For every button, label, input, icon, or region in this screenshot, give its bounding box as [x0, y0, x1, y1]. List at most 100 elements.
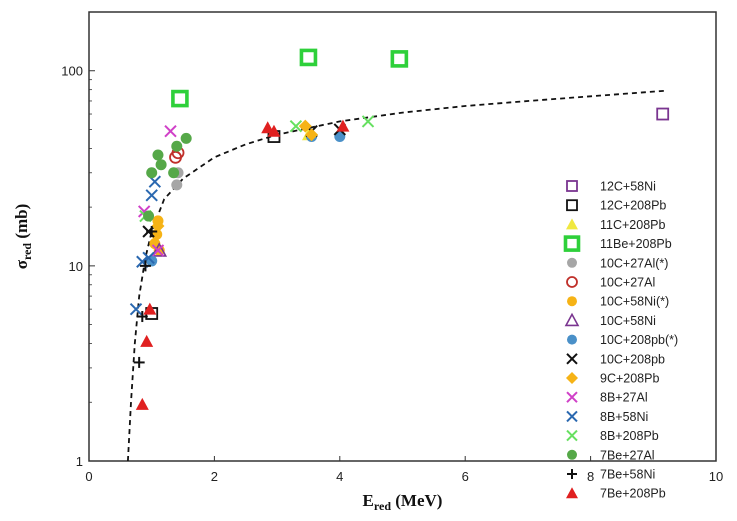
- legend-marker-10c-27al-shape: [567, 257, 577, 268]
- data-point-8b-208pb-stroke-b: [289, 119, 303, 133]
- data-point-8b-27al: [164, 124, 177, 138]
- legend-label-10c-58ni: 10C+58Ni(*): [600, 295, 669, 309]
- legend-marker-12c-58ni-shape: [566, 180, 578, 192]
- data-point-7be-27al-shape: [143, 210, 155, 222]
- data-point-8b-58ni-stroke-b: [129, 302, 143, 316]
- data-point-10c-27al: [171, 179, 183, 191]
- data-point-8b-58ni: [145, 189, 158, 202]
- legend-marker-10c-27al-shape: [566, 276, 578, 288]
- y-tick-label: 10: [69, 259, 83, 274]
- y-axis-title: σred (mb): [12, 204, 34, 270]
- legend-label-10c-27al: 10C+27Al(*): [600, 256, 668, 270]
- legend-label-12c-58ni: 12C+58Ni: [600, 180, 656, 194]
- data-point-7be-58ni: [136, 311, 148, 323]
- legend-marker-10c-58ni-shape: [567, 296, 577, 307]
- legend-label-11c-208pb: 11C+208Pb: [600, 218, 665, 232]
- axis-ticks: 0 2 4 6 8 10 1 10 100: [61, 11, 723, 484]
- x-tick-label: 4: [336, 469, 343, 484]
- legend-marker-8b-58ni: [566, 410, 578, 423]
- data-point-9c-208pb: [298, 119, 312, 133]
- data-point-7be-208pb-shape: [140, 334, 154, 347]
- legend-marker-8b-208pb: [566, 429, 578, 442]
- legend-label-10c-27al: 10C+27Al: [600, 276, 655, 290]
- legend-label-7be-58ni: 7Be+58Ni: [600, 468, 655, 482]
- data-point-7be-27al: [155, 159, 167, 171]
- legend: 12C+58Ni 12C+208Pb 11C+208Pb 11Be+208Pb 10C+…: [563, 180, 678, 501]
- legend-label-8b-27al: 8B+27Al: [600, 391, 648, 405]
- data-point-7be-58ni: [146, 226, 158, 238]
- legend-marker-10c-27al: [566, 276, 578, 288]
- data-point-7be-208pb: [135, 397, 149, 410]
- legend-marker-12c-208pb: [566, 199, 578, 212]
- data-point-7be-208pb-shape: [143, 302, 157, 315]
- data-point-8b-27al-stroke-b: [164, 124, 177, 138]
- axis-titles: Ered (MeV) σred (mb): [12, 204, 442, 513]
- data-point-12c-58ni-shape: [656, 107, 670, 121]
- legend-marker-11c-208pb-shape: [566, 218, 578, 230]
- data-point-7be-27al-shape: [168, 167, 180, 179]
- data-point-7be-27al-shape: [146, 167, 158, 179]
- data-point-9c-208pb-shape: [298, 119, 312, 133]
- data-point-7be-27al-shape: [152, 149, 164, 161]
- legend-marker-7be-27al: [567, 449, 577, 460]
- x-tick-label: 8: [587, 469, 594, 484]
- data-point-9c-208pb: [151, 219, 165, 233]
- data-point-10c-58ni-shape: [151, 242, 168, 257]
- legend-marker-10c-58ni-shape: [564, 312, 580, 327]
- data-point-8b-208pb-stroke-b: [361, 115, 375, 128]
- legend-marker-7be-208pb-shape: [566, 487, 578, 499]
- data-point-8b-27al-stroke-b: [137, 205, 151, 218]
- data-point-7be-208pb-shape: [135, 397, 149, 410]
- data-point-7be-27al: [168, 167, 180, 179]
- data-point-7be-27al-shape: [171, 140, 183, 152]
- data-point-7be-27al-shape: [155, 159, 167, 171]
- plot-area-frame: [88, 11, 717, 462]
- data-point-11be-208pb-shape: [171, 89, 189, 108]
- data-point-10c-58ni: [151, 242, 168, 257]
- legend-label-8b-208pb: 8B+208Pb: [600, 429, 659, 443]
- legend-label-7be-27al: 7Be+27Al: [600, 448, 655, 462]
- legend-label-9c-208pb: 9C+208Pb: [600, 372, 659, 386]
- legend-marker-8b-208pb-stroke-b: [566, 429, 578, 442]
- legend-marker-10c-58ni: [567, 296, 577, 307]
- y-tick-label: 100: [61, 64, 83, 79]
- legend-marker-8b-27al: [566, 391, 578, 403]
- data-point-8b-27al: [151, 244, 165, 257]
- legend-marker-9c-208pb-shape: [566, 372, 578, 384]
- data-point-7be-208pb-shape: [336, 119, 350, 132]
- data-point-7be-208pb: [140, 334, 154, 347]
- legend-label-7be-208pb: 7Be+208Pb: [600, 487, 666, 501]
- legend-label-10c-208pb: 10C+208pb: [600, 352, 665, 366]
- legend-marker-11be-208pb-shape: [563, 235, 581, 252]
- legend-marker-11c-208pb: [566, 218, 578, 230]
- data-point-11be-208pb: [390, 50, 409, 68]
- data-point-7be-58ni: [139, 260, 151, 272]
- data-point-11be-208pb-shape: [390, 50, 409, 68]
- legend-marker-8b-58ni-stroke-b: [566, 410, 578, 423]
- data-point-11be-208pb: [171, 89, 189, 108]
- data-point-9c-208pb-shape: [305, 128, 319, 142]
- legend-label-12c-208pb: 12C+208Pb: [600, 199, 666, 213]
- data-point-8b-208pb: [289, 119, 303, 133]
- data-point-7be-27al: [180, 132, 192, 144]
- data-point-10c-208pb-shape: [334, 131, 346, 143]
- legend-label-8b-58ni: 8B+58Ni: [600, 410, 648, 424]
- data-point-7be-208pb-shape: [267, 124, 281, 137]
- legend-label-11be-208pb: 11Be+208Pb: [600, 237, 672, 251]
- legend-label-10c-58ni: 10C+58Ni: [600, 314, 656, 328]
- x-tick-label: 2: [211, 469, 218, 484]
- data-point-8b-58ni-stroke-b: [148, 175, 162, 188]
- legend-marker-11be-208pb: [563, 235, 581, 252]
- data-point-8b-58ni: [129, 302, 143, 316]
- data-point-12c-58ni: [656, 107, 670, 121]
- data-point-8b-58ni-stroke-b: [145, 189, 158, 202]
- legend-marker-8b-27al-stroke-b: [566, 391, 578, 403]
- data-point-7be-27al-shape: [180, 132, 192, 144]
- data-point-9c-208pb-shape: [151, 219, 165, 233]
- data-point-7be-208pb: [336, 119, 350, 132]
- x-tick-label: 10: [709, 469, 723, 484]
- data-point-8b-27al-stroke-b: [151, 244, 165, 257]
- x-tick-label: 0: [85, 469, 92, 484]
- legend-marker-10c-208pb-stroke-b: [566, 353, 578, 365]
- legend-marker-7be-58ni: [567, 469, 577, 479]
